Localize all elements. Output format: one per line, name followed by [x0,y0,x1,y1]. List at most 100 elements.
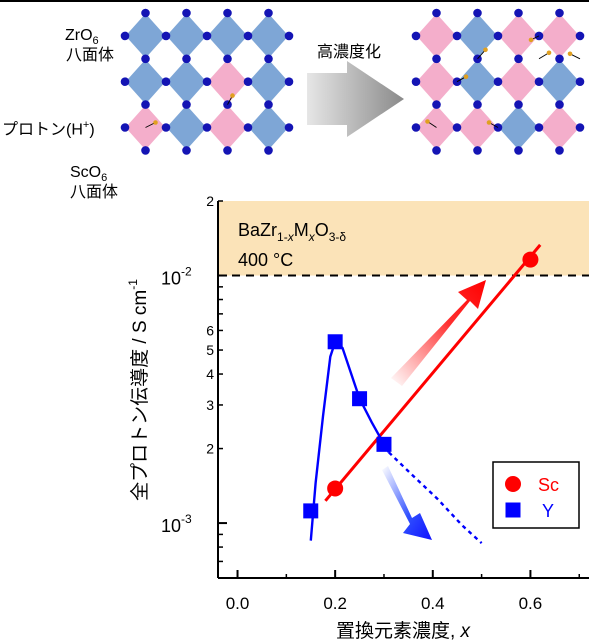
oxygen-atom [264,146,273,155]
oxygen-atom [473,146,482,155]
oxygen-atom [141,146,150,155]
oxygen-atom [284,31,294,41]
proton-atom [153,120,158,125]
oxygen-atom [223,8,232,18]
oxygen-atom [514,146,523,155]
x-tick-label: 0.0 [226,594,250,613]
oxygen-atom [534,77,544,86]
oxygen-atom [555,54,564,64]
oxygen-atom [473,100,482,109]
oxygen-atom [493,31,503,41]
x-tick-label: 0.2 [323,594,347,613]
x-tick-label: 0.6 [519,594,543,613]
oxygen-atom [432,54,441,64]
oxygen-atom [120,31,130,41]
y-minor-tick-label: 5 [206,342,214,358]
sc-data-point [522,251,539,268]
doping-arrow [307,61,404,137]
legend-sc-marker [505,476,521,492]
oxygen-atom [243,31,253,41]
legend-y-marker [505,502,521,518]
top-border [0,0,589,2]
y-data-point [376,436,392,452]
sc-fit-line [324,243,542,502]
oxygen-atom [243,77,253,86]
crystal-structure-diagram [120,8,585,155]
oxygen-atom [182,146,191,155]
formula-label: BaZr1-xMxO3-δ [238,220,346,244]
oxygen-atom [514,8,523,18]
arrow-label: 高濃度化 [317,44,382,61]
legend-box [492,461,580,529]
oxygen-atom [141,54,150,64]
increase-arrow [391,280,486,386]
oxygen-atom [182,100,191,109]
oxygen-atom [514,54,523,64]
oxygen-atom [432,100,441,109]
y-data-point [303,503,319,519]
oxygen-atom [432,146,441,155]
oxygen-atom [223,54,232,64]
proton-atom [425,119,430,124]
oxygen-atom [411,77,421,86]
oxygen-atom [202,31,212,41]
oxygen-atom [202,123,212,132]
proton-atom [486,120,492,125]
oxygen-atom [452,31,462,41]
oxygen-atom [182,54,191,64]
y-minor-tick-label: 6 [206,322,214,338]
oxygen-atom [575,31,585,41]
oxygen-atom [202,77,212,86]
sco6-octahedron-label: 八面体 [70,184,119,201]
y-axis-label: 全プロトン伝導度 / S cm-1 [126,279,151,501]
oxygen-atom [432,8,441,18]
oxygen-atom [141,8,150,18]
y-major-tick-label: 10-3 [161,512,192,536]
proton-atom [567,51,573,57]
oxygen-atom [555,100,564,109]
oxygen-atom [243,123,253,132]
oxygen-atom [223,146,232,155]
sc-data-point [327,480,344,497]
oxygen-atom [284,123,294,132]
oxygen-atom [120,123,130,132]
oxygen-atom [264,100,273,109]
y-extrapolation-line [388,451,483,544]
y-minor-tick-label: 3 [206,397,214,413]
oxygen-atom [452,123,462,132]
proton-atom [230,93,235,98]
oxygen-atom [493,77,503,86]
oxygen-atom [514,100,523,109]
oxygen-atom [473,8,482,18]
oxygen-atom [534,123,544,132]
y-minor-tick-label: 2 [206,441,214,457]
proton-label: プロトン(H+) [2,119,95,139]
x-axis-label: 置換元素濃度, x [336,620,472,642]
oxygen-atom [575,77,585,86]
proton-atom [463,74,469,79]
oxygen-atom [264,54,273,64]
oxygen-atom [182,8,191,18]
oxygen-atom [161,77,171,86]
lattice-high-doping [411,8,585,155]
y-minor-tick-label: 4 [206,366,214,382]
lattice-low-doping [120,8,294,155]
legend-sc-label: Sc [538,475,559,495]
proton-atom [483,47,488,53]
legend-y-label: Y [542,501,554,521]
y-data-point [352,391,368,407]
oxygen-atom [264,8,273,18]
oxygen-atom [575,123,585,132]
sco6-label: ScO6 [70,164,108,185]
oxygen-atom [555,146,564,155]
temperature-label: 400 °C [238,250,293,270]
x-tick-label: 0.4 [421,594,445,613]
decrease-arrow [382,466,432,540]
oxygen-atom [161,31,171,41]
y-major-tick-label: 10-2 [161,265,192,289]
proton-atom [528,37,534,43]
zro6-label: ZrO6 [65,27,99,48]
oxygen-atom [161,123,171,132]
